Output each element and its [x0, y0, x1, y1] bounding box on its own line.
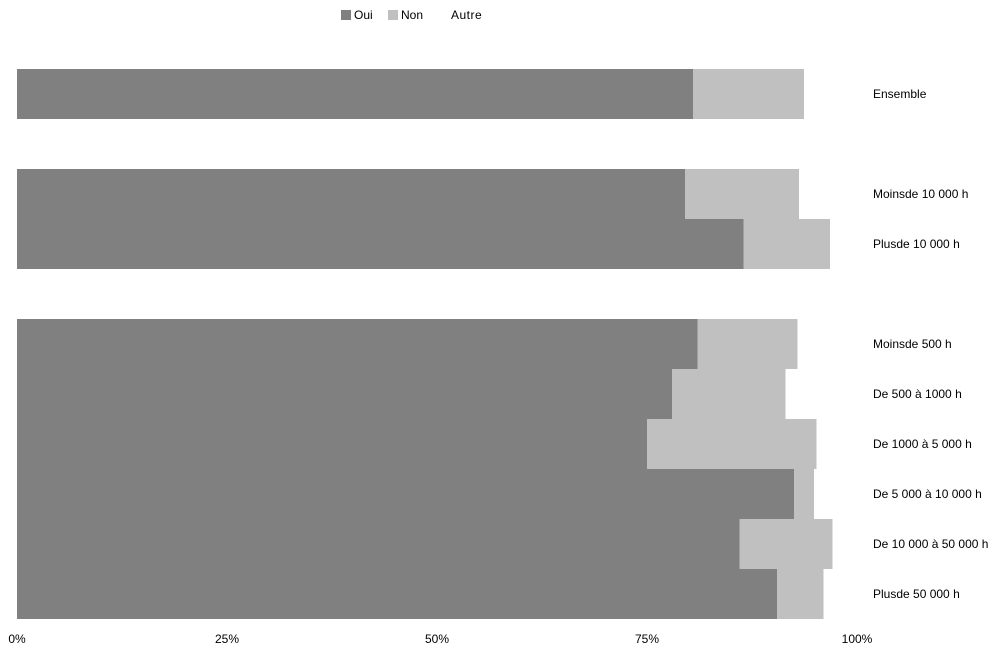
legend-item-autre: Autre [438, 8, 482, 22]
bar-oui-moinsde-10-000-h [17, 169, 685, 219]
legend-swatch-autre [438, 10, 448, 20]
bar-oui-de-5-000-a-10-000-h [17, 469, 794, 519]
bar-autre-ensemble [804, 69, 857, 119]
legend-item-non: Non [388, 8, 423, 22]
bar-non-moinsde-10-000-h [684, 169, 799, 219]
bar-autre-plusde-10-000-h [830, 219, 857, 269]
bar-autre-de-1000-a-5-000-h [816, 419, 857, 469]
x-tick-label-100pct: 100% [842, 632, 873, 646]
bar-non-de-5-000-a-10-000-h [794, 469, 815, 519]
bar-autre-plusde-50-000-h [823, 569, 857, 619]
bar-autre-de-5-000-a-10-000-h [814, 469, 857, 519]
bar-oui-moinsde-500-h [17, 319, 698, 369]
bar-oui-plusde-10-000-h [17, 219, 744, 269]
bar-oui-de-1000-a-5-000-h [17, 419, 647, 469]
bar-oui-de-10-000-a-50-000-h [17, 519, 740, 569]
category-label-de-1000-a-5-000-h: De 1000 à 5 000 h [873, 437, 972, 451]
category-label-de-10-000-a-50-000-h: De 10 000 à 50 000 h [873, 537, 988, 551]
category-label-de-500-a-1000-h: De 500 à 1000 h [873, 387, 962, 401]
bar-non-plusde-50-000-h [777, 569, 824, 619]
x-tick-label-25pct: 25% [215, 632, 239, 646]
category-label-plusde-10-000-h: Plusde 10 000 h [873, 237, 960, 251]
bar-oui-plusde-50-000-h [17, 569, 778, 619]
bar-non-de-10-000-a-50-000-h [739, 519, 833, 569]
x-tick-label-50pct: 50% [425, 632, 449, 646]
legend-label-autre: Autre [451, 8, 483, 22]
bar-non-de-500-a-1000-h [672, 369, 786, 419]
legend-swatch-oui [341, 10, 351, 20]
bar-autre-moinsde-500-h [797, 319, 857, 369]
category-label-plusde-50-000-h: Plusde 50 000 h [873, 587, 960, 601]
bar-autre-de-10-000-a-50-000-h [832, 519, 857, 569]
legend-label-non: Non [401, 8, 424, 22]
bar-oui-de-500-a-1000-h [17, 369, 673, 419]
category-label-moinsde-10-000-h: Moinsde 10 000 h [873, 187, 968, 201]
x-tick-label-0pct: 0% [8, 632, 26, 646]
category-label-moinsde-500-h: Moinsde 500 h [873, 337, 952, 351]
category-label-ensemble: Ensemble [873, 87, 927, 101]
bar-oui-ensemble [17, 69, 694, 119]
bar-autre-moinsde-10-000-h [799, 169, 857, 219]
category-label-de-5-000-a-10-000-h: De 5 000 à 10 000 h [873, 487, 982, 501]
legend: Oui Non Autre [0, 8, 1000, 24]
bar-non-plusde-10-000-h [743, 219, 831, 269]
x-tick-label-75pct: 75% [635, 632, 659, 646]
legend-item-oui: Oui [341, 8, 373, 22]
legend-swatch-non [388, 10, 398, 20]
legend-label-oui: Oui [354, 8, 373, 22]
bar-non-moinsde-500-h [697, 319, 798, 369]
bar-non-de-1000-a-5-000-h [647, 419, 817, 469]
bar-autre-de-500-a-1000-h [785, 369, 857, 419]
bar-non-ensemble [693, 69, 805, 119]
